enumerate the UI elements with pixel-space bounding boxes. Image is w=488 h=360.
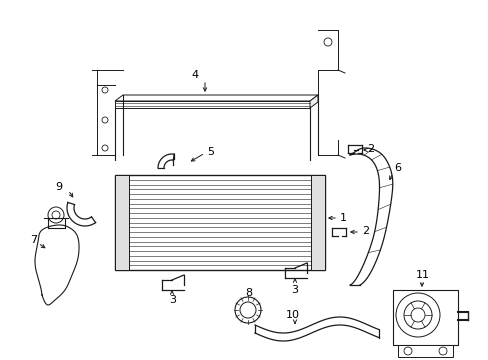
Text: 6: 6: [393, 163, 400, 173]
Text: 5: 5: [206, 147, 214, 157]
Text: 11: 11: [415, 270, 429, 280]
Circle shape: [52, 211, 60, 219]
Bar: [397, 345, 452, 357]
Text: 4: 4: [191, 70, 198, 80]
Text: 3: 3: [290, 285, 297, 295]
Text: 7: 7: [30, 235, 37, 245]
Text: 9: 9: [55, 182, 62, 192]
Circle shape: [102, 117, 108, 123]
Polygon shape: [309, 95, 317, 108]
Text: 1: 1: [339, 213, 346, 223]
Polygon shape: [115, 101, 309, 108]
Bar: [310, 175, 325, 270]
Circle shape: [235, 297, 261, 323]
Circle shape: [240, 302, 256, 318]
Circle shape: [403, 347, 411, 355]
Circle shape: [48, 207, 64, 223]
Circle shape: [102, 145, 108, 151]
Circle shape: [395, 293, 439, 337]
Bar: [392, 290, 457, 345]
Circle shape: [403, 301, 431, 329]
Circle shape: [324, 38, 331, 46]
Text: 2: 2: [366, 144, 373, 154]
Bar: [115, 175, 325, 270]
Polygon shape: [115, 95, 317, 101]
Circle shape: [410, 308, 424, 322]
Text: 10: 10: [285, 310, 299, 320]
Circle shape: [438, 347, 446, 355]
Text: 8: 8: [244, 288, 252, 298]
Text: 3: 3: [169, 295, 176, 305]
Bar: [115, 175, 129, 270]
Circle shape: [102, 87, 108, 93]
Text: 2: 2: [361, 226, 368, 236]
